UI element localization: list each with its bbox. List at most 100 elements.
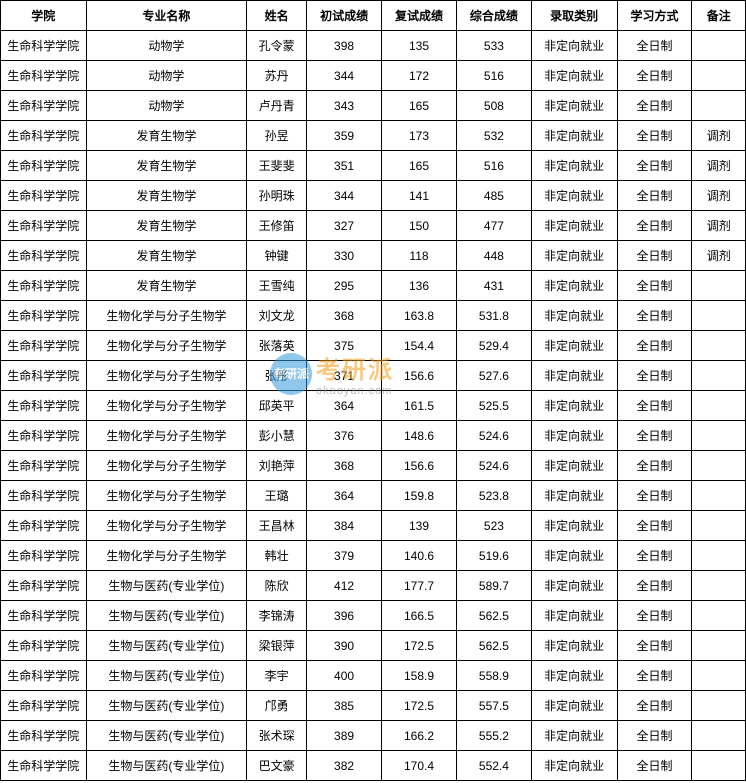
- table-cell: 327: [307, 211, 382, 241]
- table-row: 生命科学学院发育生物学孙明珠344141485非定向就业全日制调剂: [1, 181, 746, 211]
- table-cell: 生命科学学院: [1, 181, 87, 211]
- table-cell: 519.6: [456, 541, 531, 571]
- table-cell: 343: [307, 91, 382, 121]
- table-cell: 发育生物学: [86, 151, 247, 181]
- table-cell: [692, 661, 746, 691]
- table-row: 生命科学学院生物与医药(专业学位)张术琛389166.2555.2非定向就业全日…: [1, 721, 746, 751]
- table-row: 生命科学学院动物学卢丹青343165508非定向就业全日制: [1, 91, 746, 121]
- table-header-cell: 姓名: [247, 1, 307, 31]
- table-cell: 生命科学学院: [1, 541, 87, 571]
- table-cell: 431: [456, 271, 531, 301]
- table-cell: 全日制: [617, 301, 692, 331]
- table-cell: 156.6: [382, 361, 457, 391]
- table-cell: 发育生物学: [86, 121, 247, 151]
- table-cell: 发育生物学: [86, 211, 247, 241]
- table-cell: 生物化学与分子生物学: [86, 451, 247, 481]
- table-cell: 生命科学学院: [1, 301, 87, 331]
- table-cell: [692, 631, 746, 661]
- table-cell: 141: [382, 181, 457, 211]
- table-cell: 全日制: [617, 571, 692, 601]
- table-row: 生命科学学院动物学孔令蒙398135533非定向就业全日制: [1, 31, 746, 61]
- table-cell: 调剂: [692, 151, 746, 181]
- table-cell: 生物与医药(专业学位): [86, 721, 247, 751]
- table-cell: 王璐: [247, 481, 307, 511]
- table-cell: 364: [307, 481, 382, 511]
- table-cell: 154.4: [382, 331, 457, 361]
- table-cell: 全日制: [617, 91, 692, 121]
- table-cell: 调剂: [692, 181, 746, 211]
- table-cell: 全日制: [617, 481, 692, 511]
- table-cell: 全日制: [617, 181, 692, 211]
- table-cell: 张术琛: [247, 721, 307, 751]
- table-cell: 生命科学学院: [1, 601, 87, 631]
- table-cell: 398: [307, 31, 382, 61]
- table-cell: 159.8: [382, 481, 457, 511]
- table-cell: 刘艳萍: [247, 451, 307, 481]
- table-cell: 全日制: [617, 511, 692, 541]
- table-row: 生命科学学院生物化学与分子生物学邱英平364161.5525.5非定向就业全日制: [1, 391, 746, 421]
- table-row: 生命科学学院生物化学与分子生物学王昌林384139523非定向就业全日制: [1, 511, 746, 541]
- table-cell: 562.5: [456, 631, 531, 661]
- table-cell: [692, 691, 746, 721]
- table-cell: 发育生物学: [86, 181, 247, 211]
- table-cell: 生物与医药(专业学位): [86, 751, 247, 781]
- table-cell: 生命科学学院: [1, 661, 87, 691]
- table-cell: 375: [307, 331, 382, 361]
- table-cell: 376: [307, 421, 382, 451]
- table-cell: 148.6: [382, 421, 457, 451]
- table-cell: [692, 601, 746, 631]
- table-cell: 动物学: [86, 31, 247, 61]
- table-cell: 孔令蒙: [247, 31, 307, 61]
- table-cell: 生命科学学院: [1, 151, 87, 181]
- table-cell: 王昌林: [247, 511, 307, 541]
- table-cell: 非定向就业: [531, 541, 617, 571]
- table-cell: 非定向就业: [531, 601, 617, 631]
- table-cell: [692, 331, 746, 361]
- table-cell: [692, 571, 746, 601]
- table-cell: 张彤: [247, 361, 307, 391]
- table-cell: 非定向就业: [531, 121, 617, 151]
- table-cell: 邱英平: [247, 391, 307, 421]
- table-cell: 330: [307, 241, 382, 271]
- table-cell: 163.8: [382, 301, 457, 331]
- table-header-cell: 备注: [692, 1, 746, 31]
- table-cell: 136: [382, 271, 457, 301]
- table-cell: 全日制: [617, 631, 692, 661]
- table-cell: 全日制: [617, 121, 692, 151]
- table-cell: 生命科学学院: [1, 631, 87, 661]
- table-cell: 王雪纯: [247, 271, 307, 301]
- table-cell: [692, 31, 746, 61]
- table-cell: 生物化学与分子生物学: [86, 541, 247, 571]
- table-cell: 400: [307, 661, 382, 691]
- table-cell: 生物与医药(专业学位): [86, 631, 247, 661]
- table-cell: 562.5: [456, 601, 531, 631]
- table-cell: [692, 721, 746, 751]
- table-row: 生命科学学院生物与医药(专业学位)梁银萍390172.5562.5非定向就业全日…: [1, 631, 746, 661]
- table-cell: 177.7: [382, 571, 457, 601]
- table-cell: 508: [456, 91, 531, 121]
- table-cell: 368: [307, 301, 382, 331]
- table-cell: 生命科学学院: [1, 721, 87, 751]
- table-cell: 全日制: [617, 661, 692, 691]
- table-cell: 生命科学学院: [1, 331, 87, 361]
- table-cell: 382: [307, 751, 382, 781]
- table-cell: 非定向就业: [531, 151, 617, 181]
- table-cell: 384: [307, 511, 382, 541]
- table-cell: 379: [307, 541, 382, 571]
- table-cell: 412: [307, 571, 382, 601]
- table-cell: 非定向就业: [531, 331, 617, 361]
- table-cell: [692, 511, 746, 541]
- table-cell: 非定向就业: [531, 241, 617, 271]
- table-cell: [692, 361, 746, 391]
- table-cell: 生物化学与分子生物学: [86, 421, 247, 451]
- table-cell: [692, 451, 746, 481]
- table-header-cell: 综合成绩: [456, 1, 531, 31]
- table-cell: 生命科学学院: [1, 571, 87, 601]
- table-cell: 非定向就业: [531, 211, 617, 241]
- table-cell: 295: [307, 271, 382, 301]
- table-cell: 生命科学学院: [1, 211, 87, 241]
- table-header-cell: 学习方式: [617, 1, 692, 31]
- table-cell: 全日制: [617, 691, 692, 721]
- table-cell: 532: [456, 121, 531, 151]
- table-header-cell: 初试成绩: [307, 1, 382, 31]
